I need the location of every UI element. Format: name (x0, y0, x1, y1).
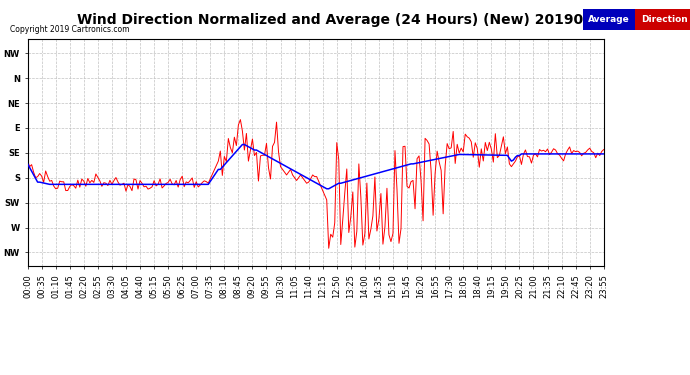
Text: Direction: Direction (641, 15, 687, 24)
Text: Average: Average (588, 15, 630, 24)
Direction (324, 246, 333, 250)
Direction (535, 147, 544, 152)
Text: Wind Direction Normalized and Average (24 Hours) (New) 20190917: Wind Direction Normalized and Average (2… (77, 13, 613, 27)
Average (323, 186, 331, 191)
Direction (511, 159, 520, 164)
Direction (553, 152, 562, 156)
Direction (23, 159, 32, 163)
Direction (600, 147, 608, 152)
Average (317, 183, 325, 188)
Direction (74, 178, 82, 182)
Average (600, 152, 608, 156)
Average (74, 182, 82, 187)
Average (522, 152, 530, 156)
Average (535, 152, 544, 156)
Average (511, 155, 520, 159)
Average (238, 142, 246, 147)
Direction (236, 117, 244, 122)
Average (23, 162, 32, 166)
Direction (522, 148, 530, 152)
Text: Copyright 2019 Cartronics.com: Copyright 2019 Cartronics.com (10, 25, 130, 34)
Line: Direction: Direction (28, 120, 604, 248)
Direction (317, 184, 325, 188)
Line: Average: Average (28, 144, 604, 189)
Average (553, 152, 562, 156)
